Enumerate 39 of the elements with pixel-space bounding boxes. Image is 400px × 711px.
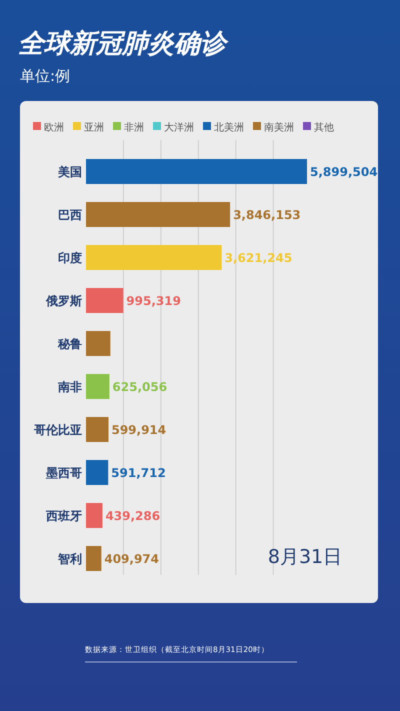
legend-label: 亚洲 [84, 122, 104, 134]
y-tick-label: 智利 [57, 552, 82, 566]
data-label: 3,621,245 [224, 251, 292, 265]
y-tick-label: 南非 [57, 380, 82, 394]
data-label: 5,899,504 [310, 165, 378, 179]
y-tick-label: 美国 [57, 165, 82, 179]
bar [86, 546, 102, 571]
legend-label: 大洋洲 [164, 122, 194, 134]
bar [86, 331, 110, 356]
y-tick-label: 俄罗斯 [45, 294, 82, 308]
chart-subtitle: 单位:例 [20, 67, 70, 85]
chart-title: 全球新冠肺炎确诊 [18, 29, 229, 59]
legend-label: 其他 [314, 122, 334, 134]
legend-label: 非洲 [124, 122, 144, 134]
bar [86, 159, 307, 184]
legend-label: 南美洲 [264, 122, 294, 134]
bar [86, 288, 124, 313]
y-tick-label: 秘鲁 [57, 337, 82, 351]
bar [86, 460, 108, 485]
data-label: 995,319 [126, 294, 181, 308]
data-label: 3,846,153 [233, 208, 301, 222]
annotation: 8月31日 [268, 546, 342, 568]
y-tick-label: 西班牙 [45, 509, 82, 523]
y-tick-label: 哥伦比亚 [33, 423, 82, 437]
data-label: 439,286 [105, 509, 160, 523]
data-label: 591,712 [111, 466, 166, 480]
bar [86, 245, 222, 270]
data-label: 409,974 [104, 552, 160, 566]
legend-label: 欧洲 [44, 122, 64, 134]
y-tick-label: 印度 [58, 251, 82, 265]
bar [86, 202, 230, 227]
legend-label: 北美洲 [214, 122, 244, 134]
y-tick-label: 墨西哥 [45, 466, 82, 480]
bar [86, 374, 110, 399]
data-label: 599,914 [111, 423, 166, 437]
bar [86, 503, 102, 528]
bar [86, 417, 108, 442]
y-tick-label: 巴西 [58, 208, 82, 222]
data-label: 625,056 [112, 380, 168, 394]
